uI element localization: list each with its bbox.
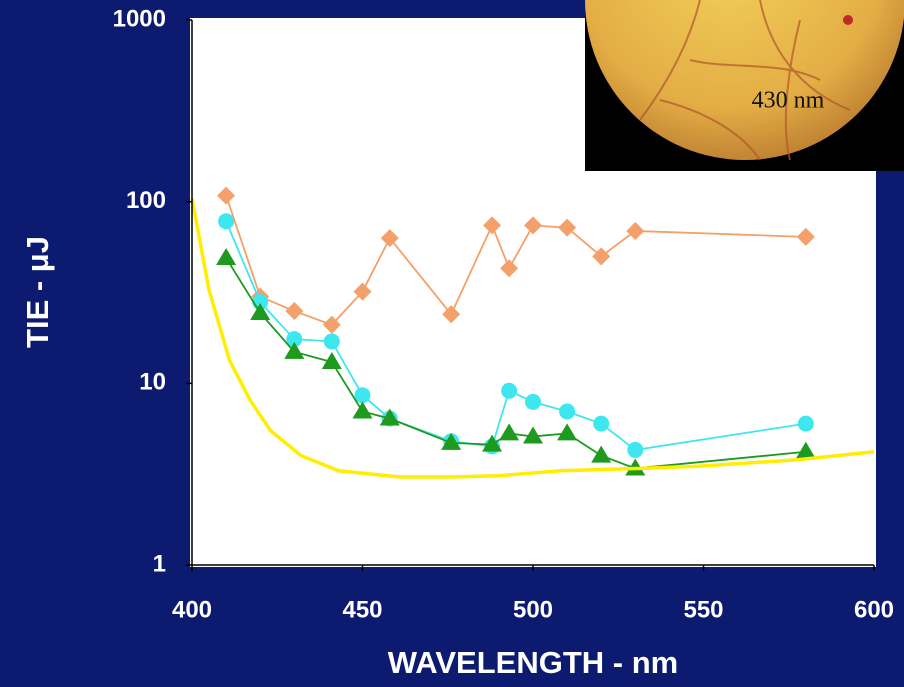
inset-spot [843, 15, 853, 25]
y-tick-label: 10 [139, 369, 166, 396]
circle-marker [525, 394, 541, 410]
x-axis-title: WAVELENGTH - nm [388, 645, 678, 680]
x-tick-label: 550 [683, 596, 723, 623]
x-tick-label: 400 [172, 596, 212, 623]
y-tick-label: 1000 [113, 5, 166, 32]
circle-marker [501, 383, 517, 399]
inset-image: 430 nm [585, 0, 904, 171]
y-tick-label: 100 [126, 187, 166, 214]
x-tick-label: 600 [854, 596, 894, 623]
circle-marker [324, 333, 340, 349]
circle-marker [798, 416, 814, 432]
circle-marker [559, 403, 575, 419]
circle-marker [218, 213, 234, 229]
x-tick-label: 500 [513, 596, 553, 623]
y-tick-label: 1 [153, 550, 166, 577]
y-axis-title: TIE - μJ [20, 236, 55, 348]
chart: 430 nm WAVELENGTH - nm TIE - μJ 1 10 100 10… [0, 0, 904, 687]
x-tick-label: 450 [342, 596, 382, 623]
circle-marker [627, 442, 643, 458]
inset-label: 430 nm [752, 88, 825, 114]
circle-marker [593, 416, 609, 432]
